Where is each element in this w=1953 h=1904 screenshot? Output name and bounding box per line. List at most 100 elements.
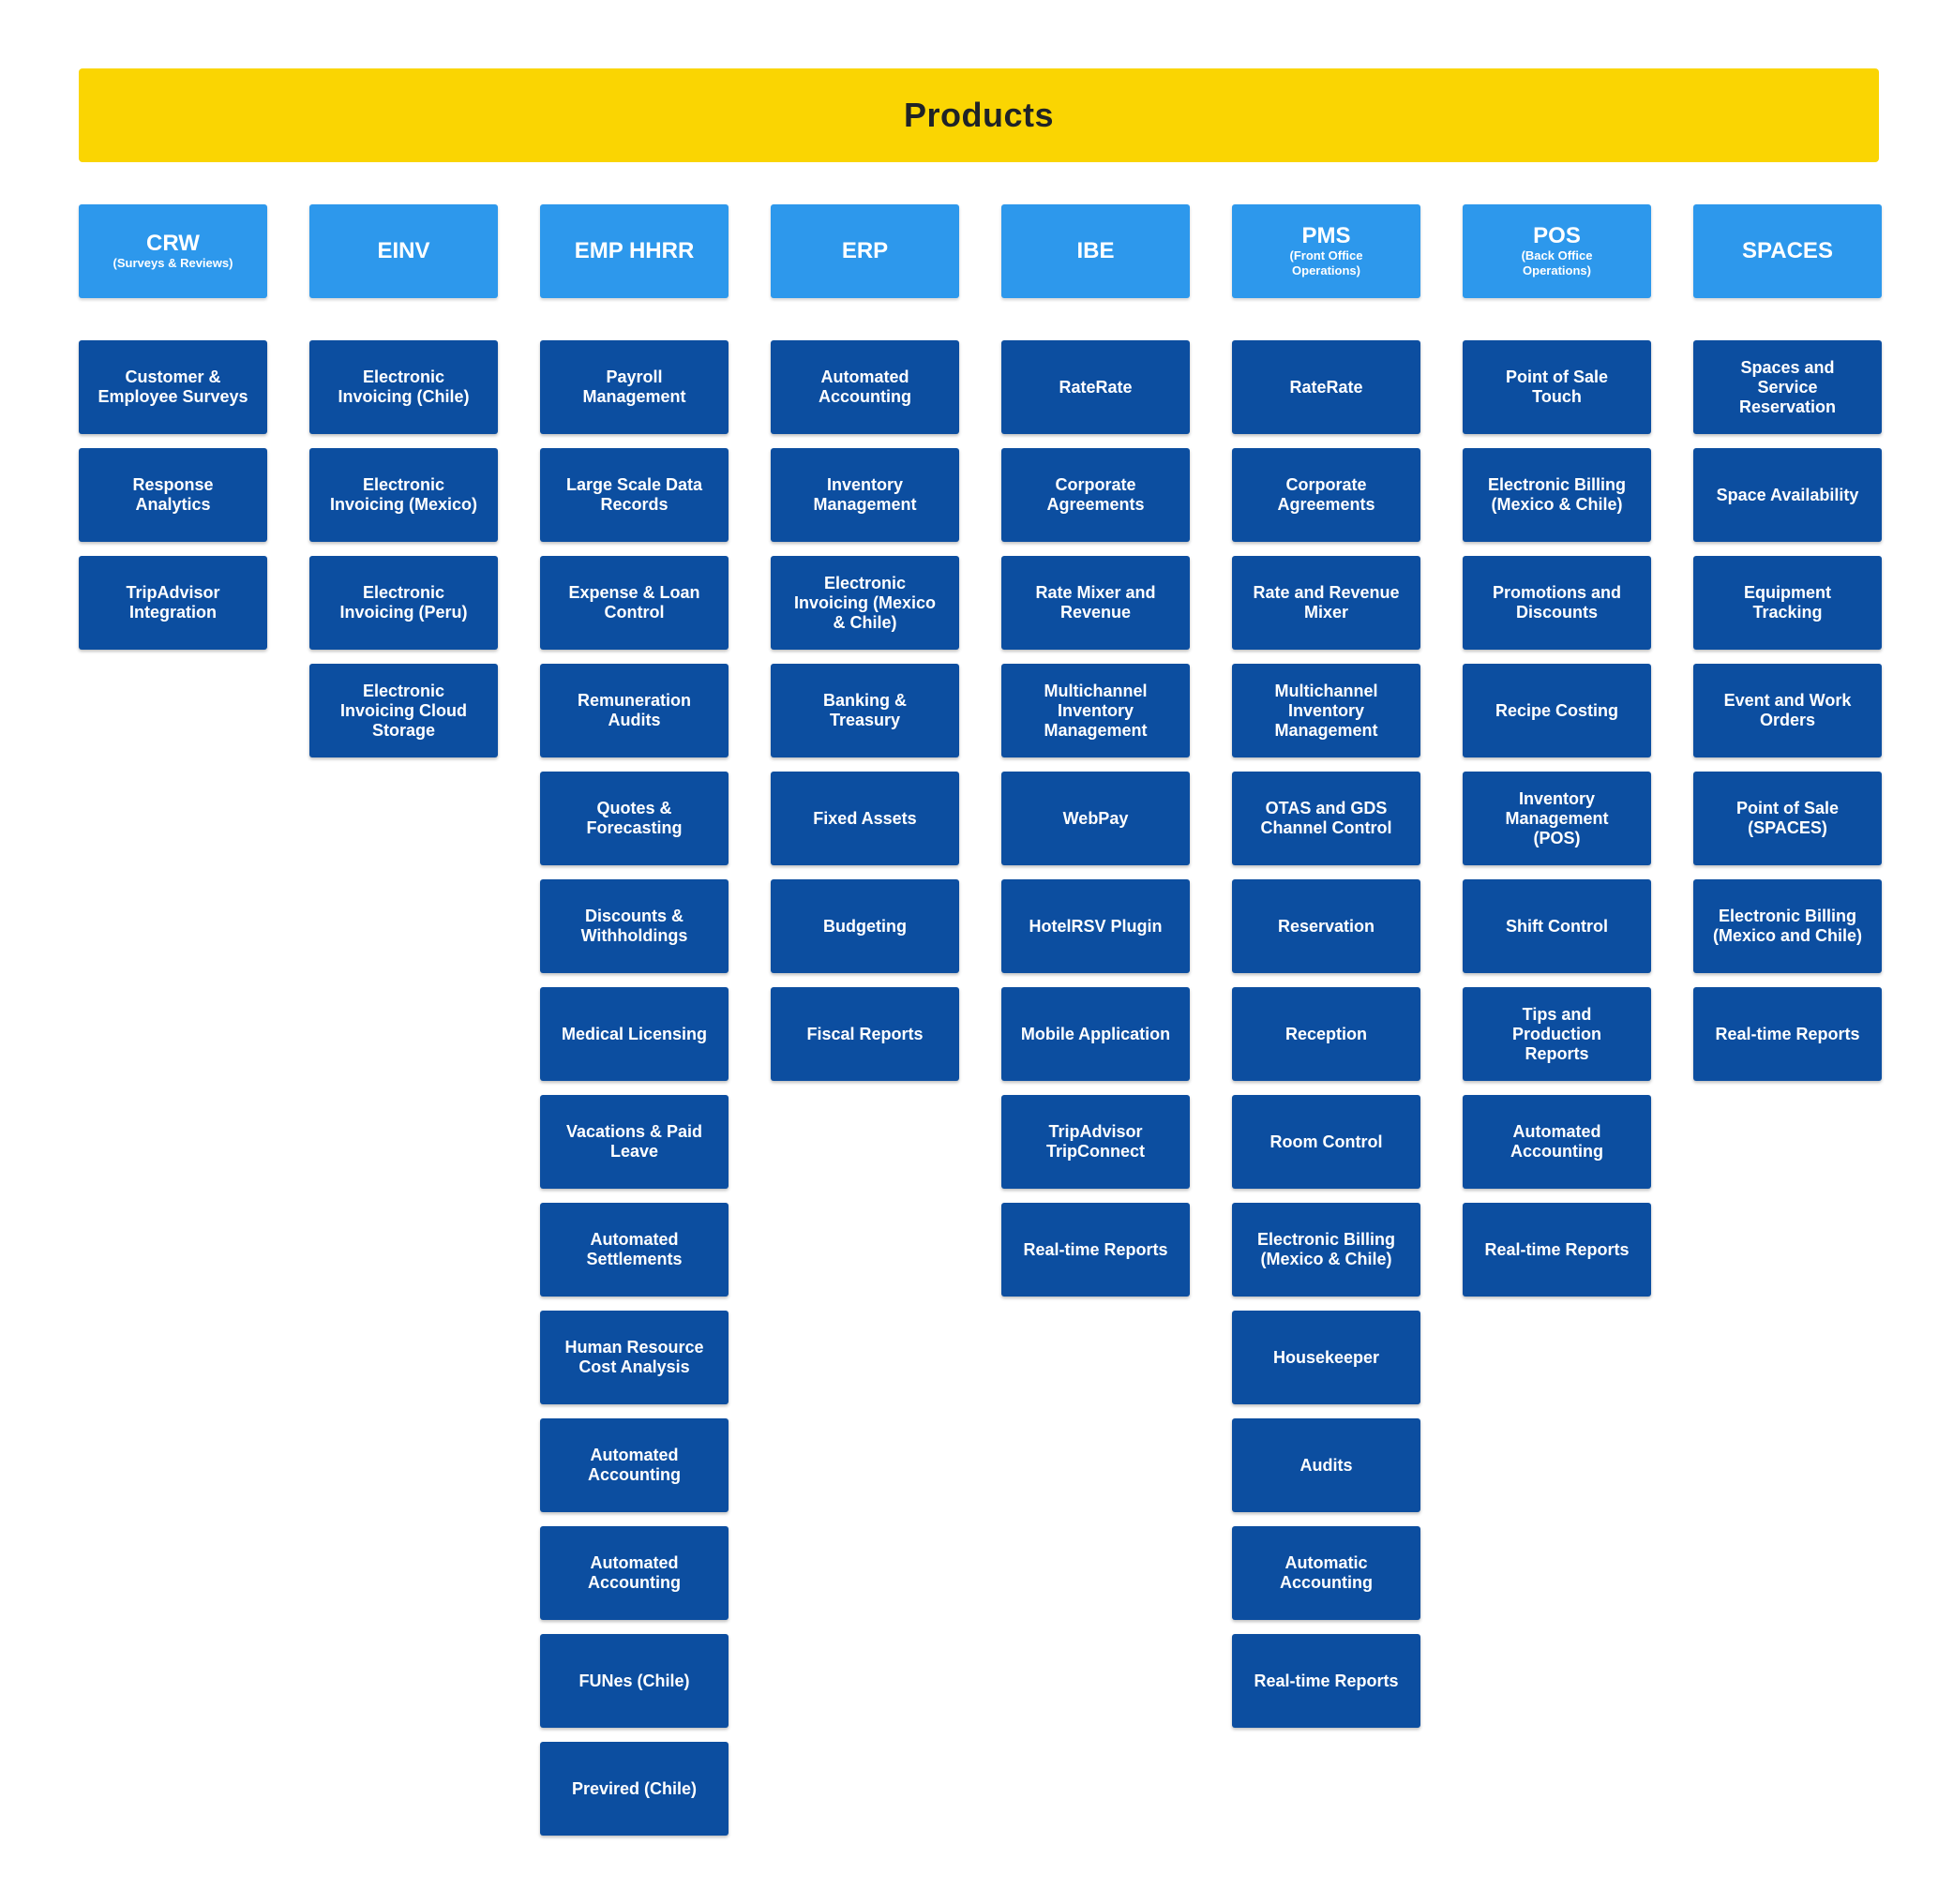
product-header: IBE [1001,204,1190,298]
module-box: Reservation [1232,879,1420,973]
product-column-crw: CRW (Surveys & Reviews) Customer & Employe… [79,204,267,664]
module-list: Automated Accounting Inventory Management… [771,340,959,1081]
module-box: Electronic Invoicing Cloud Storage [309,664,498,757]
module-box: Electronic Billing (Mexico & Chile) [1463,448,1651,542]
product-column-einv: EINV Electronic Invoicing (Chile) Electron… [309,204,498,772]
module-box: WebPay [1001,772,1190,865]
module-box: Point of Sale Touch [1463,340,1651,434]
module-box: Previred (Chile) [540,1742,729,1836]
module-box: Electronic Invoicing (Chile) [309,340,498,434]
module-box: Automated Accounting [771,340,959,434]
module-box: Tips and Production Reports [1463,987,1651,1081]
module-box: Rate and Revenue Mixer [1232,556,1420,650]
product-column-emp-hhrr: EMP HHRR Payroll Management Large Scale Da… [540,204,729,1850]
module-box: Spaces and Service Reservation [1693,340,1882,434]
product-header-title: EMP HHRR [574,238,695,263]
module-box: Real-time Reports [1232,1634,1420,1728]
module-box: Inventory Management (POS) [1463,772,1651,865]
module-box: Automatic Accounting [1232,1526,1420,1620]
module-list: RateRate Corporate Agreements Rate and Rev… [1232,340,1420,1728]
module-box: TripAdvisor Integration [79,556,267,650]
module-box: Automated Accounting [540,1418,729,1512]
module-list: Customer & Employee Surveys Response Anal… [79,340,267,650]
product-header-title: SPACES [1742,238,1833,263]
product-header: ERP [771,204,959,298]
module-box: Human Resource Cost Analysis [540,1311,729,1404]
module-box: Automated Settlements [540,1203,729,1297]
module-box: Remuneration Audits [540,664,729,757]
module-box: Space Availability [1693,448,1882,542]
product-header-title: PMS [1301,223,1351,248]
product-column-ibe: IBE RateRate Corporate Agreements Rate Mixe… [1001,204,1190,1311]
module-box: Electronic Invoicing (Peru) [309,556,498,650]
module-box: HotelRSV Plugin [1001,879,1190,973]
module-list: Point of Sale Touch Electronic Billing (M… [1463,340,1651,1297]
product-column-spaces: SPACES Spaces and Service Reservation Spac… [1693,204,1882,1095]
module-box: Promotions and Discounts [1463,556,1651,650]
module-box: Audits [1232,1418,1420,1512]
module-box: Medical Licensing [540,987,729,1081]
product-header-title: IBE [1076,238,1115,263]
module-box: Rate Mixer and Revenue [1001,556,1190,650]
product-column-pms: PMS (Front Office Operations) RateRate Corp… [1232,204,1420,1742]
module-box: Banking & Treasury [771,664,959,757]
module-box: Recipe Costing [1463,664,1651,757]
product-header-subtitle: (Back Office Operations) [1521,248,1593,277]
module-box: Payroll Management [540,340,729,434]
product-header: EMP HHRR [540,204,729,298]
module-box: Large Scale Data Records [540,448,729,542]
module-list: Spaces and Service Reservation Space Avai… [1693,340,1882,1081]
module-box: Reception [1232,987,1420,1081]
module-box: Fixed Assets [771,772,959,865]
module-box: Equipment Tracking [1693,556,1882,650]
product-header-subtitle: (Front Office Operations) [1289,248,1363,277]
module-box: Real-time Reports [1463,1203,1651,1297]
module-box: Electronic Invoicing (Mexico) [309,448,498,542]
product-header: PMS (Front Office Operations) [1232,204,1420,298]
module-box: Real-time Reports [1693,987,1882,1081]
module-box: Multichannel Inventory Management [1001,664,1190,757]
module-box: Automated Accounting [540,1526,729,1620]
module-box: Housekeeper [1232,1311,1420,1404]
module-box: Fiscal Reports [771,987,959,1081]
product-header: EINV [309,204,498,298]
module-box: Shift Control [1463,879,1651,973]
module-box: RateRate [1001,340,1190,434]
module-box: Room Control [1232,1095,1420,1189]
module-box: Event and Work Orders [1693,664,1882,757]
product-header-title: POS [1533,223,1581,248]
module-box: Inventory Management [771,448,959,542]
module-box: Customer & Employee Surveys [79,340,267,434]
module-box: Real-time Reports [1001,1203,1190,1297]
module-box: Electronic Invoicing (Mexico & Chile) [771,556,959,650]
product-columns: CRW (Surveys & Reviews) Customer & Employe… [79,204,1882,1892]
module-box: Electronic Billing (Mexico and Chile) [1693,879,1882,973]
module-box: Multichannel Inventory Management [1232,664,1420,757]
module-box: Quotes & Forecasting [540,772,729,865]
product-header-title: EINV [377,238,430,263]
module-box: Response Analytics [79,448,267,542]
product-header-title: ERP [841,238,889,263]
product-column-erp: ERP Automated Accounting Inventory Managem… [771,204,959,1095]
product-header: SPACES [1693,204,1882,298]
module-box: RateRate [1232,340,1420,434]
module-box: Discounts & Withholdings [540,879,729,973]
product-header: CRW (Surveys & Reviews) [79,204,267,298]
module-box: Mobile Application [1001,987,1190,1081]
module-box: Point of Sale (SPACES) [1693,772,1882,865]
module-box: Expense & Loan Control [540,556,729,650]
diagram-title: Products [903,96,1055,134]
module-box: Corporate Agreements [1232,448,1420,542]
module-box: Corporate Agreements [1001,448,1190,542]
products-banner: Products [79,68,1879,162]
module-box: Automated Accounting [1463,1095,1651,1189]
module-box: TripAdvisor TripConnect [1001,1095,1190,1189]
module-list: Electronic Invoicing (Chile) Electronic I… [309,340,498,757]
module-box: Electronic Billing (Mexico & Chile) [1232,1203,1420,1297]
module-box: Vacations & Paid Leave [540,1095,729,1189]
product-header: POS (Back Office Operations) [1463,204,1651,298]
module-list: Payroll Management Large Scale Data Recor… [540,340,729,1836]
module-box: FUNes (Chile) [540,1634,729,1728]
module-list: RateRate Corporate Agreements Rate Mixer a… [1001,340,1190,1297]
product-column-pos: POS (Back Office Operations) Point of Sale… [1463,204,1651,1311]
